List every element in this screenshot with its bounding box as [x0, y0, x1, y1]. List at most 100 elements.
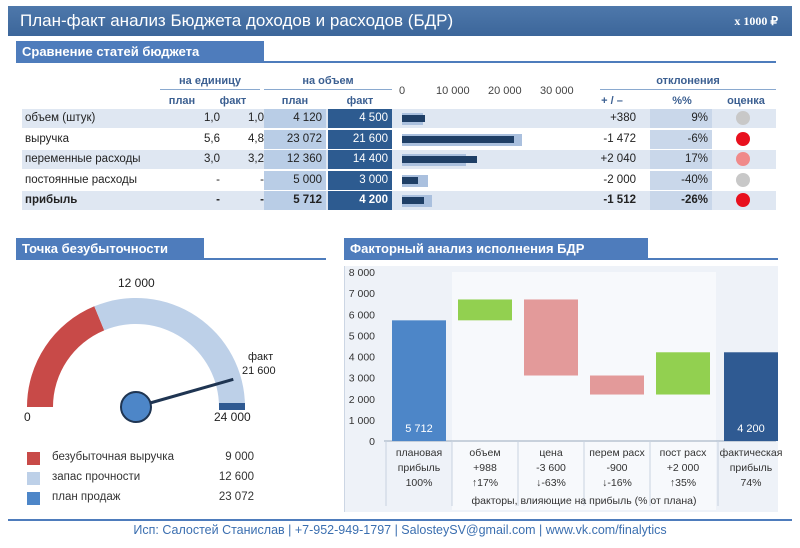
fact-bar [402, 115, 426, 122]
vol-fact: 4 200 [328, 191, 392, 210]
col-dev-pct: %% [672, 95, 692, 107]
dev-pct: 9% [650, 109, 712, 128]
gauge-label-max: 24 000 [214, 410, 251, 424]
category-label: плановая [395, 447, 443, 459]
col-score: оценка [727, 95, 765, 107]
budget-row: объем (штук) 1,0 1,0 4 120 4 500 +380 9% [22, 109, 776, 128]
vol-fact: 4 500 [328, 109, 392, 128]
row-background [22, 109, 776, 128]
gauge-fact-title: факт [248, 351, 274, 363]
row-background [22, 130, 776, 149]
col-unit-fact: факт [219, 95, 247, 107]
score-indicator [736, 132, 750, 146]
dev-pct: -26% [650, 191, 712, 210]
group-volume: на объем [302, 75, 354, 87]
budget-section-line [16, 61, 776, 63]
waterfall-bar [590, 375, 644, 395]
waterfall-bar [524, 299, 578, 376]
fact-bar [402, 197, 424, 204]
category-label: -3 600 [536, 462, 566, 474]
footer-contacts[interactable]: Исп: Салостей Станислав | +7-952-949-179… [8, 519, 792, 541]
budget-row: переменные расходы 3,0 3,2 12 360 14 400 +2 0… [22, 150, 776, 169]
legend-value: 12 600 [218, 471, 254, 483]
category-label: пост расх [659, 447, 707, 459]
vol-plan: 4 120 [264, 109, 326, 128]
bar-axis: 0 10 000 20 000 30 000 [394, 85, 594, 97]
unit-plan: 5,6 [204, 133, 220, 145]
axis-tick: 0 [399, 85, 406, 97]
category-label: ↓-63% [536, 477, 566, 489]
axis-tick: 30 000 [540, 85, 574, 97]
category-label: 74% [740, 477, 762, 489]
gauge-margin-arc [94, 298, 245, 407]
waterfall-bar [656, 352, 710, 395]
legend-swatch [27, 452, 40, 465]
fact-bar [402, 156, 477, 163]
budget-row: прибыль - -5 712 4 200 -1 512 -26% [22, 191, 776, 210]
category-label: объем [469, 447, 501, 459]
unit-plan: - [216, 174, 220, 186]
score-indicator [736, 193, 750, 207]
y-tick-label: 8 000 [349, 267, 375, 279]
row-background [22, 191, 776, 210]
legend-swatch [27, 492, 40, 505]
divider [600, 89, 776, 90]
category-label: ↓-16% [602, 477, 632, 489]
gauge-label-top: 12 000 [118, 276, 155, 290]
dev-pct: -6% [650, 130, 712, 149]
page-title: План-факт анализ Бюджета доходов и расхо… [20, 11, 454, 30]
y-tick-label: 2 000 [349, 394, 375, 406]
row-background [22, 171, 776, 190]
y-tick-label: 1 000 [349, 415, 375, 427]
unit-fact: 1,0 [248, 112, 264, 124]
unit-fact: - [260, 194, 264, 206]
unit-plan: 1,0 [204, 112, 220, 124]
gauge-plan-marker [219, 403, 245, 410]
row-name: объем (штук) [25, 112, 96, 124]
dev-abs: +2 040 [600, 153, 637, 165]
legend-label: план продаж [52, 491, 121, 503]
vol-fact: 3 000 [328, 171, 392, 190]
col-vol-fact: факт [346, 95, 374, 107]
gauge-needle [135, 377, 234, 409]
category-label: прибыль [397, 462, 441, 474]
dev-abs: +380 [610, 112, 636, 124]
budget-row: постоянные расходы - -5 000 3 000 -2 000 -40% [22, 171, 776, 190]
legend-value: 23 072 [218, 491, 254, 503]
category-label: 100% [405, 477, 433, 489]
col-unit-plan: план [168, 95, 196, 107]
gauge-breakeven-arc [27, 306, 105, 407]
y-tick-label: 5 000 [349, 330, 375, 342]
vol-fact: 14 400 [328, 150, 392, 169]
vol-plan: 5 000 [264, 171, 326, 190]
dev-pct: -40% [650, 171, 712, 190]
category-label: перем расх [589, 447, 645, 459]
gauge-fact-value: 21 600 [242, 365, 276, 377]
divider [264, 89, 392, 90]
category-label: -900 [606, 462, 628, 474]
row-name: постоянные расходы [25, 174, 137, 186]
fact-bar [402, 136, 515, 143]
waterfall-bar [458, 299, 512, 321]
legend-label: запас прочности [52, 471, 141, 483]
factor-section-line [344, 258, 778, 260]
y-tick-label: 7 000 [349, 288, 375, 300]
bar-value-label: 5 712 [405, 423, 433, 435]
y-tick-label: 3 000 [349, 373, 375, 385]
score-indicator [736, 173, 750, 187]
unit-plan: 3,0 [204, 153, 220, 165]
gauge-hub [120, 391, 152, 423]
category-label: ↑17% [471, 477, 499, 489]
category-label: фактическая [719, 447, 783, 459]
unit-fact: 3,2 [248, 153, 264, 165]
group-per-unit: на единицу [179, 75, 241, 87]
divider [160, 89, 260, 90]
vol-plan: 12 360 [264, 150, 326, 169]
unit-fact: 4,8 [248, 133, 264, 145]
row-background [22, 150, 776, 169]
unit-fact: - [260, 174, 264, 186]
dev-abs: -1 512 [603, 194, 636, 206]
vol-plan: 5 712 [264, 191, 326, 210]
axis-tick: 10 000 [436, 85, 470, 97]
breakeven-section-line [16, 258, 326, 260]
